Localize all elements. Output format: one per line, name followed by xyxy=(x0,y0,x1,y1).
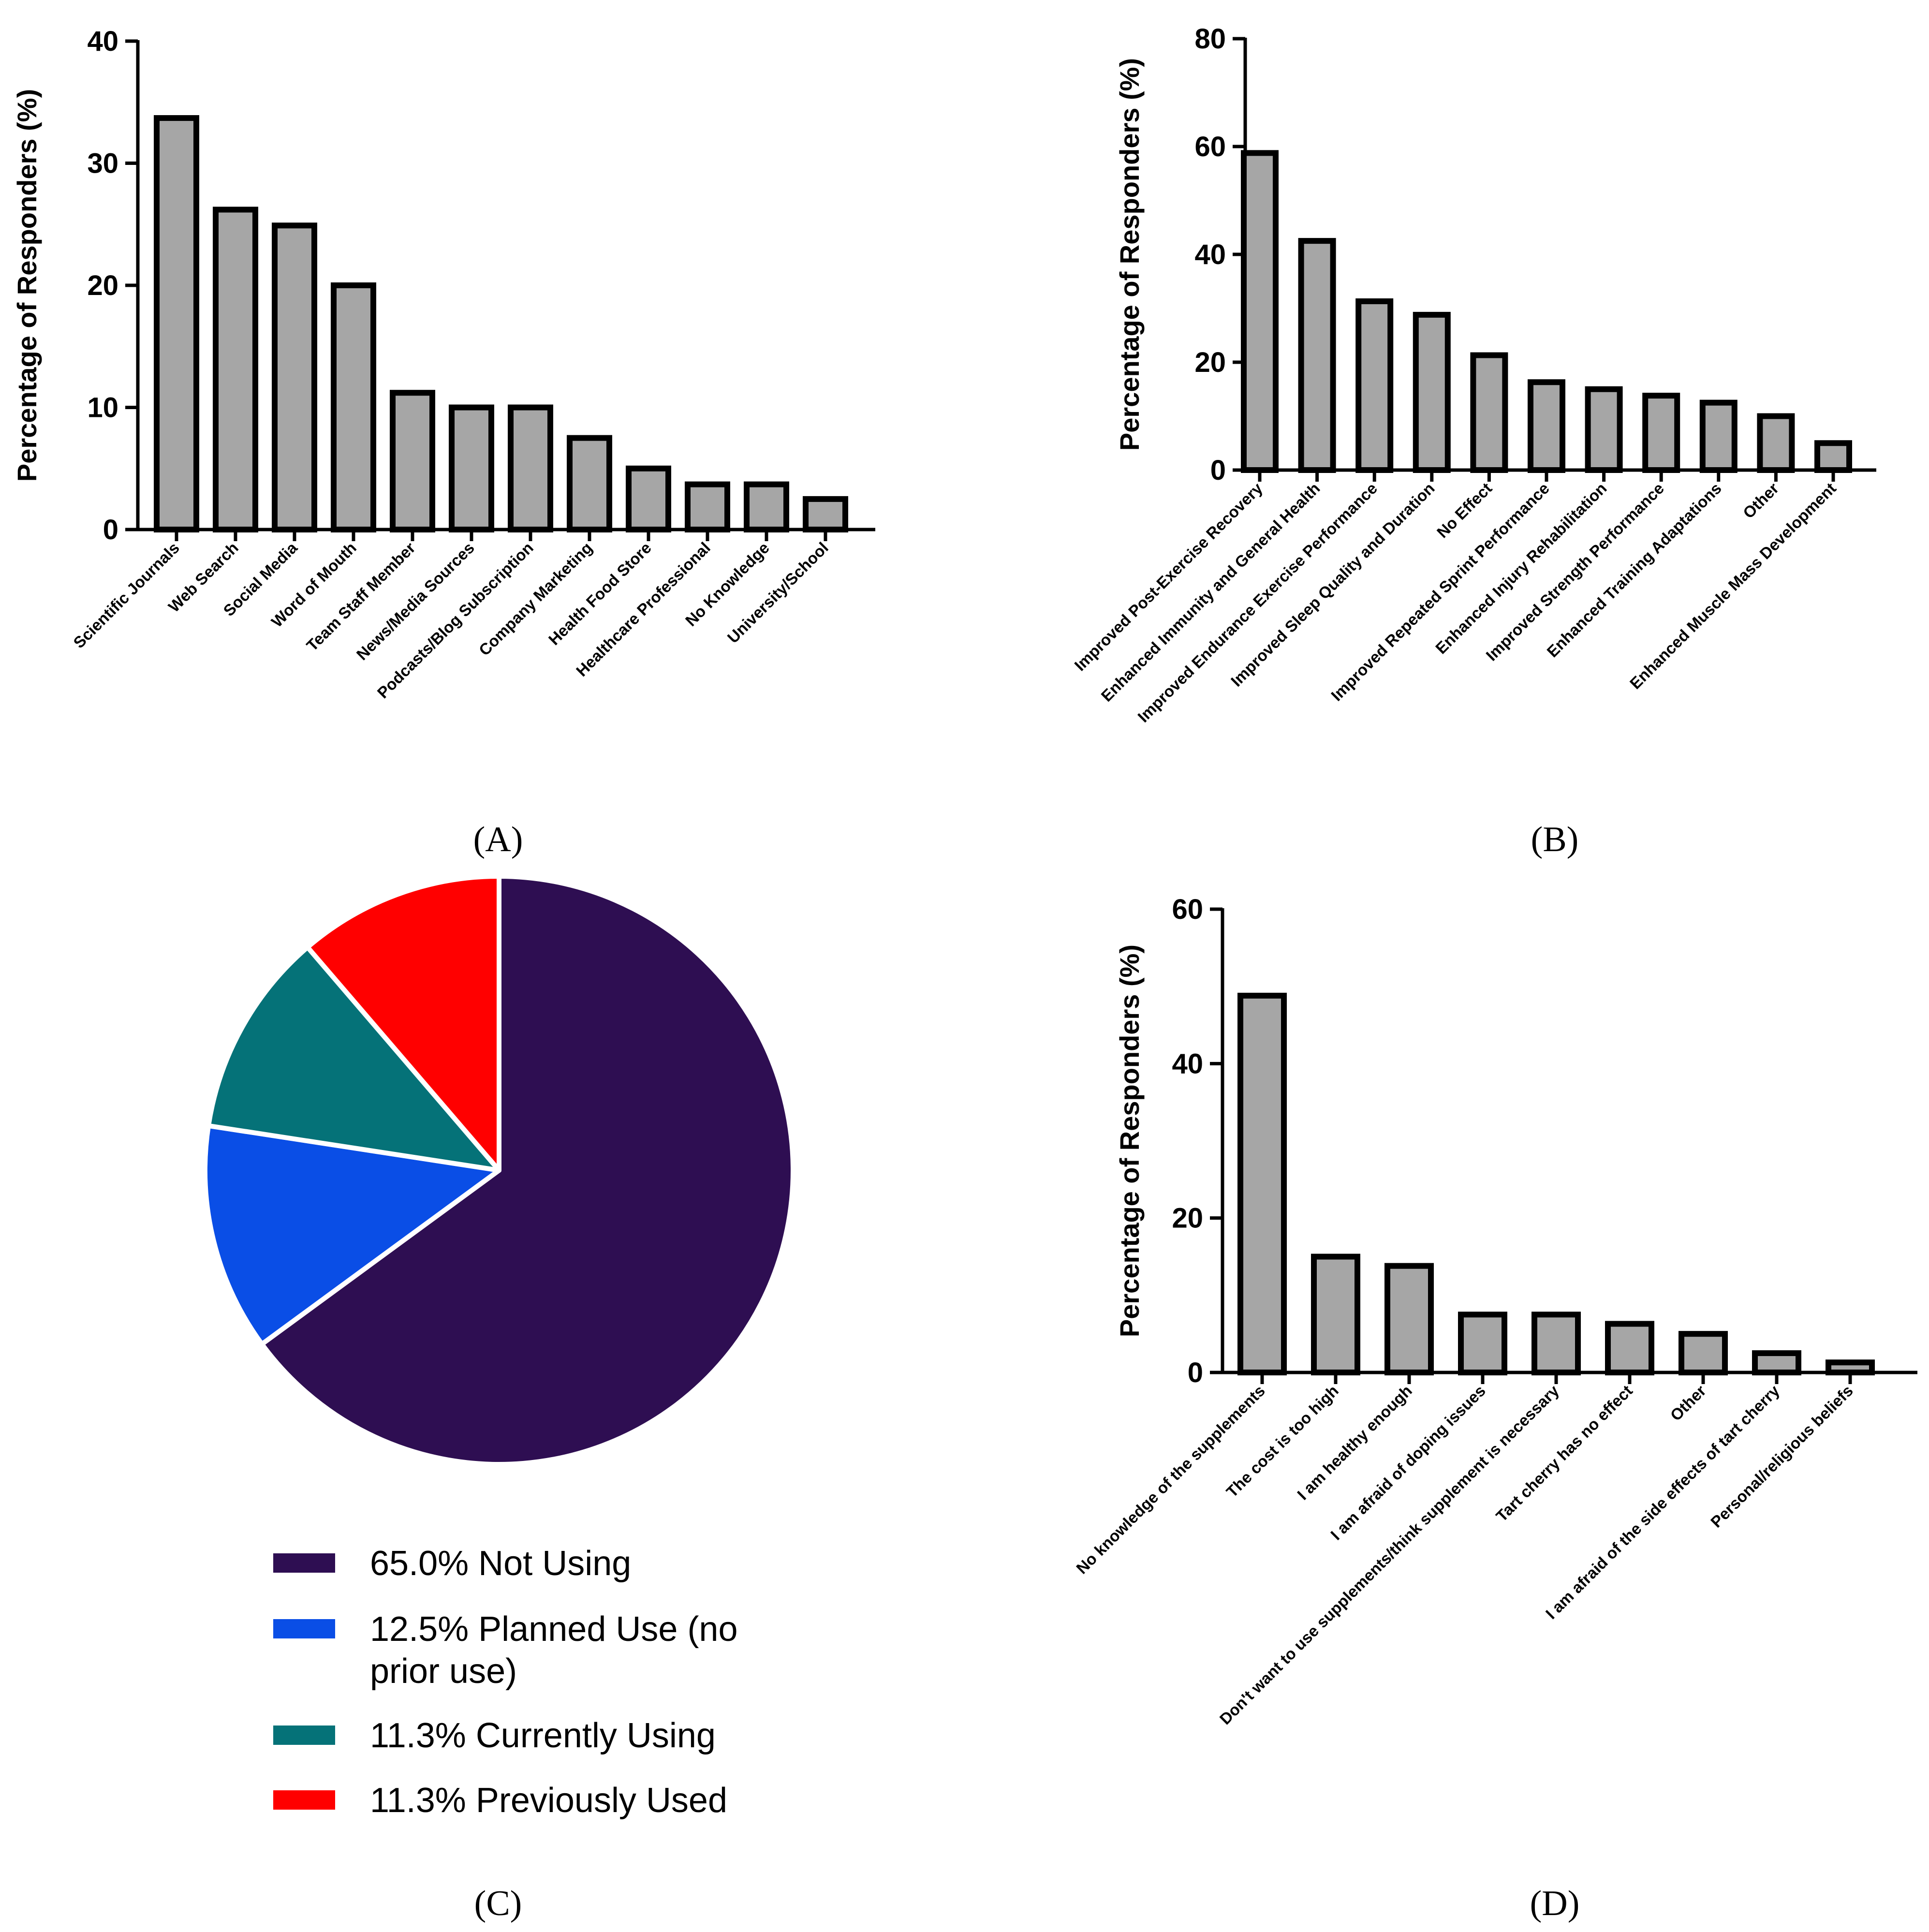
chart-b-y-tick-label: 20 xyxy=(1194,347,1226,378)
chart-d-x-tick-label: Don't want to use supplements/think supp… xyxy=(1216,1381,1563,1728)
legend-label: 65.0% Not Using xyxy=(370,1544,631,1583)
chart-b-bar xyxy=(1241,150,1279,473)
chart-a-panel-label: (A) xyxy=(473,820,523,859)
chart-d-bar xyxy=(1826,1359,1875,1376)
chart-a-x-tick-label: Health Food Store xyxy=(545,539,655,649)
chart-b-bar xyxy=(1642,393,1680,473)
chart-a-bar xyxy=(567,435,612,532)
chart-d-bar xyxy=(1679,1331,1728,1376)
chart-a-bar xyxy=(154,115,199,532)
chart-a-bar xyxy=(744,481,789,533)
chart-a-bar xyxy=(331,282,376,532)
chart-a-y-tick-label: 20 xyxy=(87,270,118,301)
chart-d-x-tick-label: Other xyxy=(1667,1382,1710,1425)
chart-a-y-tick-label: 10 xyxy=(87,392,118,424)
chart-a-bar xyxy=(508,404,553,532)
chart-b-x-tick-label: No Effect xyxy=(1433,479,1496,542)
chart-b-bar xyxy=(1699,399,1738,473)
chart-b-x-tick-label: Improved Repeated Sprint Performance xyxy=(1327,479,1553,705)
pie-slice xyxy=(259,874,795,1467)
chart-d-y-tick-label: 20 xyxy=(1172,1203,1203,1234)
legend-swatch xyxy=(273,1619,335,1638)
chart-d-bar xyxy=(1311,1254,1360,1375)
chart-d-bar xyxy=(1752,1350,1801,1375)
legend-label-line: prior use) xyxy=(370,1652,517,1691)
chart-b-bar xyxy=(1298,238,1336,473)
chart-d-bar xyxy=(1458,1312,1507,1375)
chart-b-x-tick-label: Enhanced Immunity and General Health xyxy=(1098,479,1324,705)
chart-a-bar xyxy=(272,222,317,532)
chart-d-x-tick-label: I am afraid of doping issues xyxy=(1327,1382,1489,1544)
chart-d-panel-label: (D) xyxy=(1530,1884,1580,1923)
chart-b-x-tick-label: Enhanced Muscle Mass Development xyxy=(1626,479,1840,693)
legend-label: 12.5% Planned Use (no prior use) xyxy=(370,1610,738,1691)
chart-b-bar xyxy=(1470,352,1508,473)
chart-a-bar xyxy=(390,390,435,532)
chart-b-bar xyxy=(1528,379,1565,473)
chart-a-bar xyxy=(685,481,730,533)
legend-label: 11.3% Currently Using xyxy=(370,1716,716,1755)
chart-a-y-tick-label: 0 xyxy=(103,514,118,546)
chart-a-y-tick-label: 40 xyxy=(87,26,118,57)
chart-b-x-tick-label: Other xyxy=(1739,479,1782,522)
pie-slice xyxy=(305,874,501,1173)
chart-d-bar xyxy=(1531,1312,1581,1375)
chart-a-x-tick-label: News/Media Sources xyxy=(353,539,478,664)
chart-a-y-axis-title: Percentage of Responders (%) xyxy=(12,89,42,482)
chart-c-pie-chart: 65.0% Not Using 12.5% Planned Use (no prio… xyxy=(203,874,795,1923)
legend-swatch xyxy=(273,1726,335,1745)
chart-d-y-tick-label: 40 xyxy=(1172,1048,1203,1079)
chart-b-y-tick-label: 60 xyxy=(1194,131,1226,162)
chart-b-bar xyxy=(1355,298,1394,473)
chart-d-y-tick-label: 0 xyxy=(1188,1357,1203,1388)
legend-label: 11.3% Previously Used xyxy=(370,1781,727,1820)
chart-a-bar xyxy=(626,465,671,532)
chart-b-bar xyxy=(1757,413,1795,473)
chart-a-y-tick-label: 30 xyxy=(87,148,118,179)
chart-a-x-tick-label: Company Marketing xyxy=(475,539,596,659)
chart-d-bar xyxy=(1605,1321,1654,1375)
chart-b-y-tick-label: 80 xyxy=(1194,23,1226,55)
chart-c-panel-label: (C) xyxy=(474,1884,522,1923)
chart-b-x-tick-label: Improved Sleep Quality and Duration xyxy=(1227,479,1438,690)
chart-d-bar xyxy=(1384,1263,1434,1375)
chart-d-x-tick-label: Tart cherry has no effect xyxy=(1492,1382,1636,1525)
chart-a-x-tick-label: University/School xyxy=(724,539,832,647)
chart-a-x-tick-label: Team Staff Member xyxy=(303,539,419,655)
chart-b-bar xyxy=(1814,440,1852,473)
chart-b-y-axis-title: Percentage of Responders (%) xyxy=(1114,58,1145,451)
legend-label-line: 12.5% Planned Use (no xyxy=(370,1610,738,1649)
chart-d-y-tick-label: 60 xyxy=(1172,894,1203,925)
legend-swatch xyxy=(273,1790,335,1810)
chart-b-y-tick-label: 40 xyxy=(1194,239,1226,270)
chart-a-bar xyxy=(213,206,258,532)
chart-d-bar xyxy=(1237,992,1287,1375)
chart-b-y-tick-label: 0 xyxy=(1210,455,1226,486)
chart-a-x-tick-label: Scientific Journals xyxy=(70,539,183,652)
chart-d-x-tick-label: Personal/religious beliefs xyxy=(1707,1382,1856,1531)
pie-slice xyxy=(206,944,501,1173)
chart-b-panel-label: (B) xyxy=(1531,820,1579,859)
chart-a-bar xyxy=(803,496,848,532)
chart-a-bar xyxy=(449,404,494,532)
chart-b-bar xyxy=(1413,311,1451,473)
pie-slice xyxy=(203,1123,501,1347)
chart-b-bar-chart: Percentage of Responders (%) 0 20 40 60 80 Imp… xyxy=(1071,23,1876,859)
chart-a-bar-chart: Percentage of Responders (%) 0 10 20 30 40 Sci… xyxy=(12,26,875,859)
legend-swatch xyxy=(273,1553,335,1573)
chart-b-bar xyxy=(1585,386,1623,473)
chart-d-y-axis-title: Percentage of Responders (%) xyxy=(1114,944,1145,1337)
